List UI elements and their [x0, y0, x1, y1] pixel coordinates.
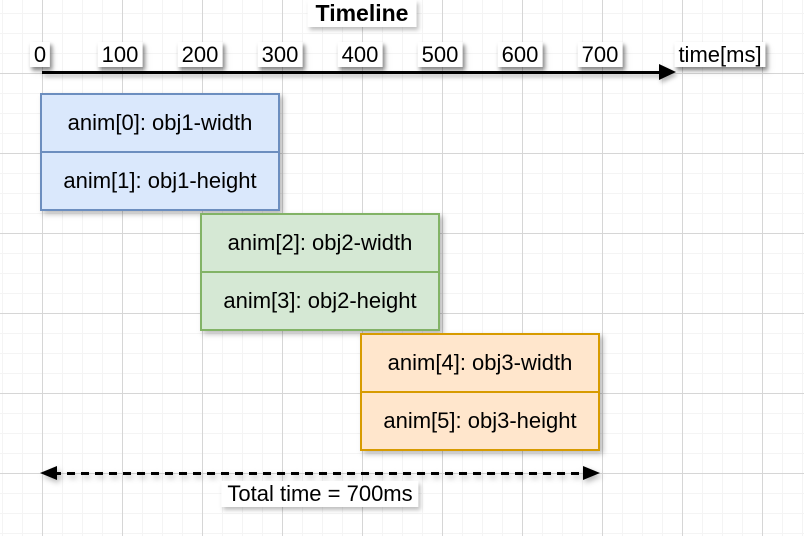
arrowhead-left-icon: [40, 466, 57, 480]
arrowhead-right-icon: [583, 466, 600, 480]
axis-unit-label: time[ms]: [674, 42, 766, 67]
bar-row-label: anim[5]: obj3-height: [383, 408, 577, 433]
axis-arrowhead-icon: [659, 64, 676, 80]
bar-row-label: anim[3]: obj2-height: [223, 288, 417, 313]
axis-tick-label: 600: [497, 42, 543, 67]
bar-group-obj3: anim[4]: obj3-width anim[5]: obj3-height: [360, 333, 600, 451]
bar-row-label: anim[1]: obj1-height: [63, 168, 257, 193]
bar-row-label: anim[0]: obj1-width: [67, 110, 253, 135]
bar-row-label: anim[2]: obj2-width: [227, 230, 413, 255]
axis-tick-label: 100: [97, 42, 143, 67]
axis-tick-label: 0: [29, 42, 51, 67]
dashed-line: [53, 472, 587, 475]
diagram-title: Timeline: [307, 0, 417, 27]
total-duration-arrow: [40, 465, 600, 482]
bar-row: anim[1]: obj1-height: [40, 151, 280, 211]
bar-row: anim[0]: obj1-width: [40, 93, 280, 153]
bar-row-label: anim[4]: obj3-width: [387, 350, 573, 375]
axis-tick-label: 300: [257, 42, 303, 67]
bar-group-obj2: anim[2]: obj2-width anim[3]: obj2-height: [200, 213, 440, 331]
bar-group-obj1: anim[0]: obj1-width anim[1]: obj1-height: [40, 93, 280, 211]
bar-row: anim[5]: obj3-height: [360, 391, 600, 451]
axis-line: [42, 71, 660, 74]
bar-row: anim[4]: obj3-width: [360, 333, 600, 393]
axis-tick-label: 400: [337, 42, 383, 67]
bar-row: anim[3]: obj2-height: [200, 271, 440, 331]
axis-tick-label: 200: [177, 42, 223, 67]
bar-row: anim[2]: obj2-width: [200, 213, 440, 273]
axis-tick-label: 500: [417, 42, 463, 67]
axis-tick-label: 700: [577, 42, 623, 67]
total-duration-label: Total time = 700ms: [221, 481, 419, 507]
